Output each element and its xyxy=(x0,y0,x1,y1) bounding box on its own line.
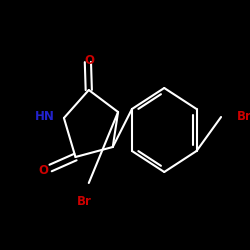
Text: Br: Br xyxy=(77,195,92,208)
Text: O: O xyxy=(39,164,49,176)
Text: O: O xyxy=(85,54,95,68)
Text: Br: Br xyxy=(237,110,250,124)
Text: HN: HN xyxy=(35,110,55,122)
